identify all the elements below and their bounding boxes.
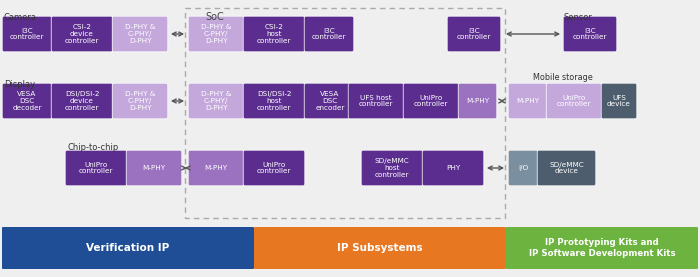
FancyBboxPatch shape (254, 227, 506, 269)
Text: VESA
DSC
decoder: VESA DSC decoder (12, 91, 42, 111)
FancyBboxPatch shape (403, 83, 459, 119)
Text: IP Subsystems: IP Subsystems (337, 243, 423, 253)
Text: UFS host
controller: UFS host controller (358, 95, 393, 107)
Text: DSI/DSI-2
device
controller: DSI/DSI-2 device controller (64, 91, 99, 111)
FancyBboxPatch shape (51, 16, 113, 52)
Text: D-PHY &
C-PHY/
D-PHY: D-PHY & C-PHY/ D-PHY (201, 91, 231, 111)
FancyBboxPatch shape (506, 227, 698, 269)
Text: CSI-2
device
controller: CSI-2 device controller (64, 24, 99, 44)
FancyBboxPatch shape (188, 16, 244, 52)
Text: PHY: PHY (446, 165, 460, 171)
Text: M-PHY: M-PHY (142, 165, 166, 171)
FancyBboxPatch shape (51, 83, 113, 119)
FancyBboxPatch shape (304, 83, 356, 119)
FancyBboxPatch shape (2, 16, 52, 52)
Text: I3C
controller: I3C controller (573, 28, 608, 40)
Text: Sensor: Sensor (563, 13, 592, 22)
Text: Chip-to-chip: Chip-to-chip (67, 143, 118, 152)
Text: M-PHY: M-PHY (204, 165, 228, 171)
Text: UniPro
controller: UniPro controller (78, 161, 113, 175)
Text: Verification IP: Verification IP (86, 243, 169, 253)
Bar (185, 8, 505, 218)
FancyBboxPatch shape (361, 150, 423, 186)
FancyBboxPatch shape (458, 83, 497, 119)
Text: UniPro
controller: UniPro controller (414, 95, 448, 107)
FancyBboxPatch shape (188, 83, 244, 119)
Text: M-PHY: M-PHY (516, 98, 539, 104)
Text: D-PHY &
C-PHY/
D-PHY: D-PHY & C-PHY/ D-PHY (125, 91, 155, 111)
FancyBboxPatch shape (2, 227, 254, 269)
Text: D-PHY &
C-PHY/
D-PHY: D-PHY & C-PHY/ D-PHY (201, 24, 231, 44)
Text: Camera: Camera (4, 13, 37, 22)
FancyBboxPatch shape (188, 150, 244, 186)
FancyBboxPatch shape (508, 150, 538, 186)
Text: SD/eMMC
host
controller: SD/eMMC host controller (374, 158, 409, 178)
Text: DSI/DSI-2
host
controller: DSI/DSI-2 host controller (257, 91, 291, 111)
Text: UniPro
controller: UniPro controller (257, 161, 291, 175)
Text: I/O: I/O (518, 165, 528, 171)
Text: SoC: SoC (205, 12, 224, 22)
FancyBboxPatch shape (243, 150, 304, 186)
Text: I3C
controller: I3C controller (312, 28, 346, 40)
FancyBboxPatch shape (348, 83, 404, 119)
FancyBboxPatch shape (537, 150, 596, 186)
Text: I3C
controller: I3C controller (10, 28, 44, 40)
Text: Mobile storage: Mobile storage (533, 73, 593, 82)
Text: VESA
DSC
encoder: VESA DSC encoder (315, 91, 344, 111)
Text: D-PHY &
C-PHY/
D-PHY: D-PHY & C-PHY/ D-PHY (125, 24, 155, 44)
Text: M-PHY: M-PHY (466, 98, 489, 104)
FancyBboxPatch shape (112, 83, 168, 119)
FancyBboxPatch shape (2, 83, 52, 119)
FancyBboxPatch shape (243, 83, 304, 119)
Text: SD/eMMC
device: SD/eMMC device (549, 161, 584, 175)
FancyBboxPatch shape (243, 16, 304, 52)
FancyBboxPatch shape (126, 150, 182, 186)
FancyBboxPatch shape (447, 16, 500, 52)
FancyBboxPatch shape (112, 16, 168, 52)
Text: CSI-2
host
controller: CSI-2 host controller (257, 24, 291, 44)
Text: I3C
controller: I3C controller (456, 28, 491, 40)
FancyBboxPatch shape (564, 16, 617, 52)
FancyBboxPatch shape (65, 150, 127, 186)
Text: IP Prototyping Kits and
IP Software Development Kits: IP Prototyping Kits and IP Software Deve… (528, 238, 676, 258)
Text: UniPro
controller: UniPro controller (556, 95, 592, 107)
FancyBboxPatch shape (546, 83, 602, 119)
FancyBboxPatch shape (422, 150, 484, 186)
FancyBboxPatch shape (508, 83, 547, 119)
Text: Display: Display (4, 80, 35, 89)
FancyBboxPatch shape (601, 83, 637, 119)
Text: UFS
device: UFS device (607, 95, 631, 107)
FancyBboxPatch shape (304, 16, 354, 52)
